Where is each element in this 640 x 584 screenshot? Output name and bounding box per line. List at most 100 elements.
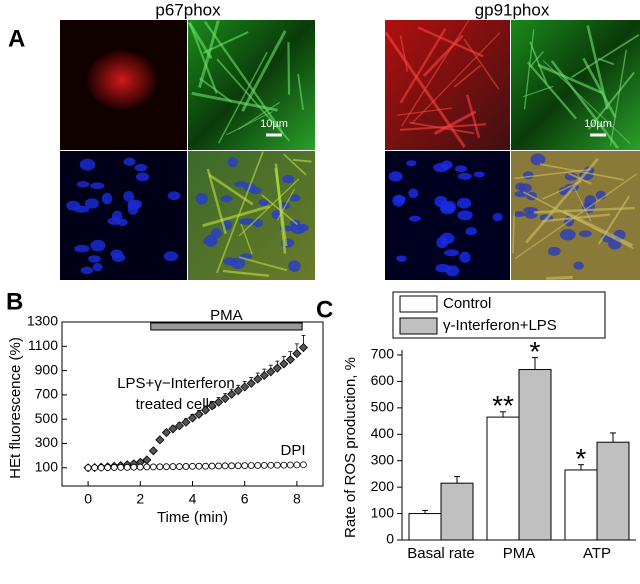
marker: [130, 463, 138, 471]
y-tick-label: 0: [386, 531, 394, 547]
cell-process: [453, 65, 481, 88]
marker: [155, 435, 165, 445]
y-tick-label: 700: [371, 346, 395, 362]
cell-process: [512, 211, 515, 254]
nucleus: [84, 198, 99, 209]
y-tick-label: 300: [35, 434, 59, 450]
marker: [300, 461, 307, 469]
marker: [174, 421, 185, 431]
y-tick-label: 600: [371, 372, 395, 388]
marker: [267, 461, 275, 469]
nucleus: [92, 262, 103, 272]
cell-process: [466, 94, 481, 139]
bar: [440, 482, 474, 541]
nucleus: [518, 183, 532, 193]
nucleus: [220, 195, 233, 203]
cell-process: [292, 158, 312, 163]
marker: [285, 355, 295, 365]
nucleus: [530, 153, 546, 166]
marker: [110, 464, 118, 471]
cell-process: [411, 32, 501, 125]
x-axis-label: Time (min): [157, 509, 228, 526]
marker: [246, 378, 256, 388]
nucleus: [101, 192, 113, 205]
legend-label: γ-Interferon+LPS: [443, 317, 557, 334]
marker: [286, 461, 294, 469]
x-tick-label: ATP: [583, 545, 611, 562]
nucleus: [230, 257, 246, 270]
cell-process: [582, 57, 617, 119]
significance: *: [576, 443, 587, 474]
marker: [266, 367, 276, 377]
marker: [162, 463, 170, 471]
nucleus: [547, 246, 561, 256]
cell-process: [202, 205, 270, 228]
annotation: treated cells: [136, 396, 217, 413]
cell-process: [597, 195, 631, 245]
nucleus: [163, 251, 179, 262]
cell-process: [297, 73, 304, 110]
marker: [181, 417, 191, 427]
nucleus: [76, 181, 90, 188]
nucleus: [434, 195, 448, 208]
marker: [169, 463, 177, 470]
bar: [408, 513, 442, 541]
cell-process: [217, 51, 268, 144]
annotation: LPS+γ−Interferon: [117, 375, 235, 392]
cell-process: [204, 20, 284, 134]
marker: [220, 393, 230, 404]
micrographs: [60, 20, 640, 280]
cell-process: [241, 30, 287, 112]
panel-label: A: [8, 25, 25, 52]
cell-process: [399, 28, 447, 104]
cell-process: [609, 49, 627, 146]
marker: [228, 462, 236, 470]
nucleus: [444, 249, 460, 257]
marker: [143, 463, 151, 471]
nucleus: [457, 172, 472, 180]
marker: [253, 374, 263, 384]
x-tick-label: 0: [84, 491, 92, 507]
cell-process: [533, 206, 635, 214]
panel-label: C: [316, 296, 333, 323]
cell-process: [401, 20, 470, 127]
y-tick-label: 100: [371, 504, 395, 520]
marker: [272, 363, 282, 373]
nucleus: [80, 266, 94, 275]
cell: [87, 50, 157, 110]
nucleus: [473, 171, 485, 178]
x-tick-label: 6: [241, 491, 249, 507]
cell-process: [523, 85, 554, 98]
marker: [214, 397, 224, 407]
treatment-bar: [150, 322, 303, 331]
bar: [596, 441, 630, 541]
marker: [97, 464, 105, 472]
cell-process: [463, 38, 500, 90]
cell-process: [276, 188, 296, 221]
nucleus: [564, 172, 578, 181]
cell-process: [216, 151, 264, 274]
marker: [104, 464, 112, 471]
marker: [117, 463, 125, 471]
y-tick-label: 300: [371, 451, 395, 467]
cell-process: [240, 223, 253, 255]
marker: [187, 413, 198, 423]
significance: *: [530, 336, 541, 367]
nucleus: [90, 239, 106, 252]
x-tick-label: Basal rate: [407, 545, 475, 562]
y-tick-label: 400: [371, 425, 395, 441]
cell-process: [188, 22, 218, 94]
cell-process: [514, 173, 638, 259]
y-tick-label: 500: [35, 410, 59, 426]
cell-process: [433, 110, 477, 135]
nucleus: [440, 204, 456, 215]
marker: [233, 386, 243, 396]
bar: [518, 369, 552, 541]
cell-process: [588, 71, 635, 130]
marker: [189, 462, 196, 470]
nucleus: [408, 215, 421, 222]
nucleus: [134, 163, 148, 172]
y-axis-label: HEt fluorescence (%): [7, 337, 24, 479]
nucleus: [522, 171, 534, 180]
